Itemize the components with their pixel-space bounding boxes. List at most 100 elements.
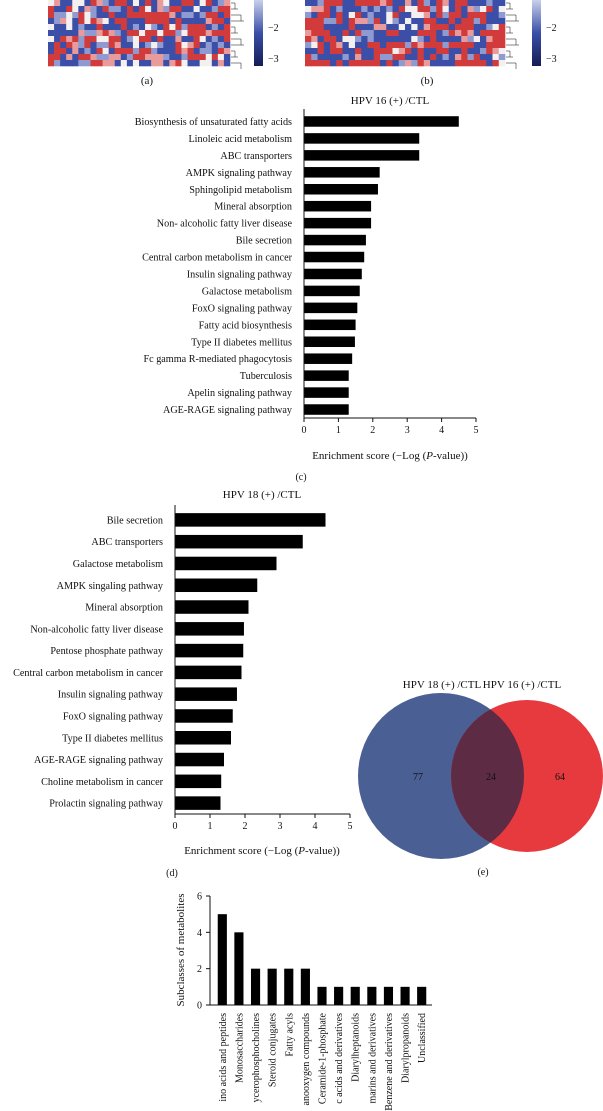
bar xyxy=(175,556,277,571)
heatmap-cell xyxy=(139,54,146,61)
heatmap-cell xyxy=(436,54,443,61)
heatmap-cell xyxy=(151,12,158,19)
heatmap-cell xyxy=(145,6,152,13)
heatmap-cell xyxy=(492,48,500,55)
heatmap-cell xyxy=(411,36,418,43)
heatmap-cell xyxy=(211,60,219,67)
heatmap-cell xyxy=(480,24,487,31)
heatmap-cell xyxy=(423,60,431,67)
heatmap-cell xyxy=(461,12,468,19)
heatmap-cell xyxy=(473,60,481,67)
heatmap-cell xyxy=(417,0,425,7)
heatmap-cell xyxy=(411,12,418,19)
category-label: ABC transporters xyxy=(91,537,163,548)
heatmap-cell xyxy=(205,0,213,7)
heatmap-cell xyxy=(90,18,97,25)
panel-c-title: HPV 16 (+) /CTL xyxy=(351,95,430,107)
heatmap-cell xyxy=(330,18,337,25)
heatmap-cell xyxy=(486,60,493,67)
heatmap-cell xyxy=(126,36,134,43)
colorbar-b xyxy=(532,0,541,66)
heatmap-cell xyxy=(145,30,152,37)
x-tick-label: 4 xyxy=(313,821,318,832)
heatmap-cell xyxy=(223,12,231,19)
heatmap-cell xyxy=(157,36,164,43)
heatmap-cell xyxy=(448,42,456,49)
heatmap-cell xyxy=(373,6,381,13)
heatmap-cell xyxy=(90,60,97,67)
heatmap-cell xyxy=(151,48,158,55)
panel-c-xlabel: Enrichment score (−Log (P-value)) xyxy=(312,450,468,462)
heatmap-cell xyxy=(336,36,343,43)
category-label: Diarylheptanoids xyxy=(351,1013,362,1082)
heatmap-cell xyxy=(54,30,61,37)
heatmap-cell xyxy=(48,6,55,13)
heatmap-cell xyxy=(455,42,462,49)
colorbar-a-tick: −3 xyxy=(268,54,279,65)
heatmap-cell xyxy=(60,12,67,19)
heatmap-cell xyxy=(72,18,79,25)
heatmap-cell xyxy=(367,12,375,19)
heatmap-cell xyxy=(120,36,128,43)
heatmap-cell xyxy=(181,54,188,61)
heatmap-cell xyxy=(90,36,97,43)
heatmap-cell xyxy=(157,18,164,25)
heatmap-cell xyxy=(96,48,103,55)
heatmap-cell xyxy=(169,6,176,13)
heatmap-cell xyxy=(461,24,468,31)
heatmap-cell xyxy=(181,30,188,37)
heatmap-cell xyxy=(169,48,176,55)
heatmap-cell xyxy=(417,42,425,49)
bar xyxy=(304,268,362,280)
heatmap-cell xyxy=(48,42,55,49)
heatmap-cell xyxy=(386,36,393,43)
heatmap-cell xyxy=(132,0,140,7)
heatmap-cell xyxy=(361,54,368,61)
heatmap-cell xyxy=(114,48,122,55)
heatmap-cell xyxy=(330,30,337,37)
heatmap-cell xyxy=(386,18,393,25)
category-label: ino acids and peptides xyxy=(218,1013,229,1102)
bar xyxy=(367,986,377,1005)
heatmap-cell xyxy=(448,0,456,7)
heatmap-cell xyxy=(430,54,437,61)
bar xyxy=(304,302,358,314)
heatmap-cell xyxy=(330,60,337,67)
heatmap-cell xyxy=(492,30,500,37)
heatmap-cell xyxy=(336,42,343,49)
heatmap-cell xyxy=(473,12,481,19)
heatmap-cell xyxy=(467,0,475,7)
heatmap-cell xyxy=(72,48,79,55)
heatmap-cell xyxy=(132,18,140,25)
heatmap-cell xyxy=(187,42,194,49)
heatmap-cell xyxy=(442,0,450,7)
heatmap-cell xyxy=(181,60,188,67)
heatmap-cell xyxy=(60,6,67,13)
heatmap-cell xyxy=(367,30,375,37)
heatmap-cell xyxy=(223,30,231,37)
heatmap-cell xyxy=(348,48,356,55)
heatmap-cell xyxy=(193,30,200,37)
heatmap-cell xyxy=(205,54,213,61)
heatmap-cell xyxy=(114,0,122,7)
category-label: Central carbon metabolism in cancer xyxy=(13,668,164,679)
heatmap-cell xyxy=(211,30,219,37)
heatmap-cell xyxy=(102,30,109,37)
heatmap-cell xyxy=(78,42,85,49)
heatmap-cell xyxy=(405,42,412,49)
bar xyxy=(175,513,326,527)
heatmap-cell xyxy=(108,12,116,19)
heatmap-cell xyxy=(84,6,91,13)
heatmap-cell xyxy=(90,30,97,37)
heatmap-cell xyxy=(405,0,412,7)
heatmap-cell xyxy=(330,42,337,49)
heatmap-cell xyxy=(126,6,134,13)
heatmap-cell xyxy=(217,12,225,19)
heatmap-cell xyxy=(448,12,456,19)
heatmap-cell xyxy=(157,42,164,49)
heatmap-cell xyxy=(48,48,55,55)
heatmap-cell xyxy=(114,54,122,61)
category-label: Galactose metabolism xyxy=(73,559,163,570)
heatmap-cell xyxy=(223,24,231,31)
heatmap-cell xyxy=(139,36,146,43)
